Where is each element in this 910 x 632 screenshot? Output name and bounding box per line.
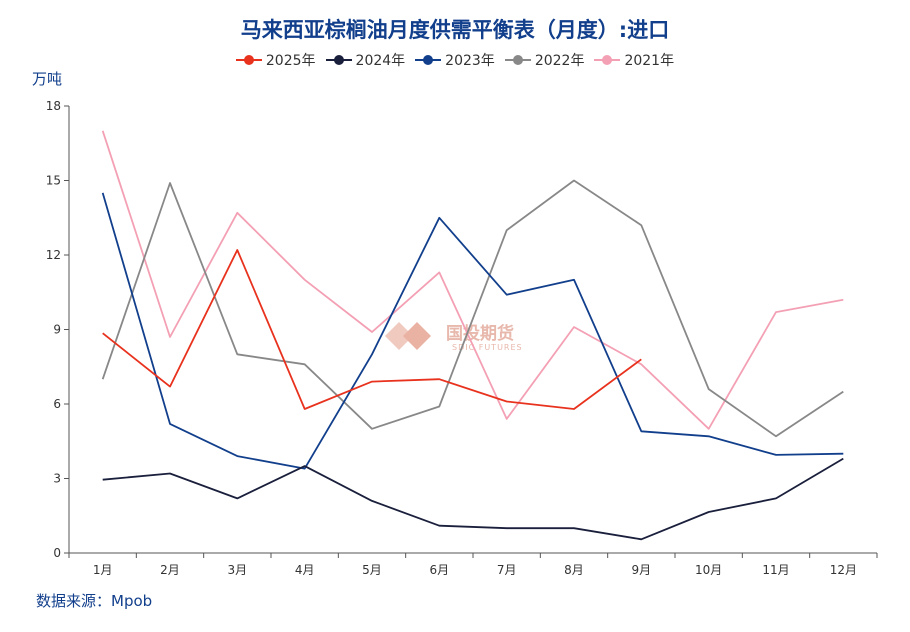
legend-swatch (504, 54, 531, 66)
legend-label: 2022年 (534, 53, 585, 69)
series-line-2025年 (102, 249, 642, 410)
x-tick-label: 5月 (362, 563, 382, 577)
y-tick-label: 6 (53, 397, 61, 411)
legend-label: 2023年 (445, 53, 495, 69)
legend-item: 2023年 (415, 50, 495, 70)
legend-label: 2021年 (624, 53, 675, 69)
x-tick-label: 1月 (93, 563, 113, 577)
x-tick-label: 8月 (564, 563, 584, 577)
legend-swatch (415, 54, 442, 66)
y-tick-label: 15 (46, 174, 61, 188)
y-tick-label: 18 (46, 99, 61, 113)
series-line-2021年 (101, 130, 844, 430)
legend-label: 2025年 (265, 53, 316, 69)
series-line-2023年 (101, 192, 844, 470)
x-tick-label: 4月 (295, 563, 315, 577)
watermark: 国投期货 SDIC FUTURES (385, 322, 523, 352)
legend-item: 2024年 (325, 50, 406, 70)
x-tick-label: 7月 (497, 563, 517, 577)
x-tick-label: 10月 (695, 563, 722, 577)
axes: 0 3 6 9 12 15 18 1月 2月 3月 4月 5月 6月 7月 8月 9月 10月 11月 12月 (46, 99, 878, 577)
y-tick-label: 12 (46, 248, 61, 262)
legend-swatch (325, 54, 352, 66)
series-line-2022年 (101, 179, 844, 438)
x-tick-label: 6月 (430, 563, 450, 577)
legend-item: 2021年 (594, 50, 674, 70)
watermark-logo-left (385, 322, 413, 350)
legend-swatch (235, 54, 262, 66)
y-tick-label: 0 (53, 546, 61, 560)
y-tick-label: 9 (53, 323, 61, 337)
series-line-2024年 (102, 457, 844, 541)
series-lines (101, 130, 844, 541)
watermark-logo-right (403, 322, 431, 350)
legend-label: 2024年 (355, 53, 406, 69)
x-tick-label: 12月 (830, 563, 857, 577)
x-tick-label: 2月 (160, 563, 180, 577)
watermark-subtext: SDIC FUTURES (452, 343, 523, 352)
watermark-text: 国投期货 (446, 323, 514, 344)
legend-item: 2022年 (504, 50, 585, 70)
x-tick-label: 3月 (228, 563, 248, 577)
chart-legend: 2025年 2024年 2023年 2022年 2021年 (0, 50, 910, 70)
x-tick-label: 9月 (632, 563, 652, 577)
y-tick-label: 3 (53, 472, 61, 486)
legend-item: 2025年 (235, 50, 316, 70)
data-source: 数据来源：Mpob (36, 592, 153, 610)
y-axis-unit: 万吨 (32, 70, 63, 88)
x-tick-label: 11月 (762, 563, 789, 577)
legend-swatch (594, 54, 621, 66)
chart-title: 马来西亚棕榈油月度供需平衡表（月度）:进口 (240, 18, 670, 42)
